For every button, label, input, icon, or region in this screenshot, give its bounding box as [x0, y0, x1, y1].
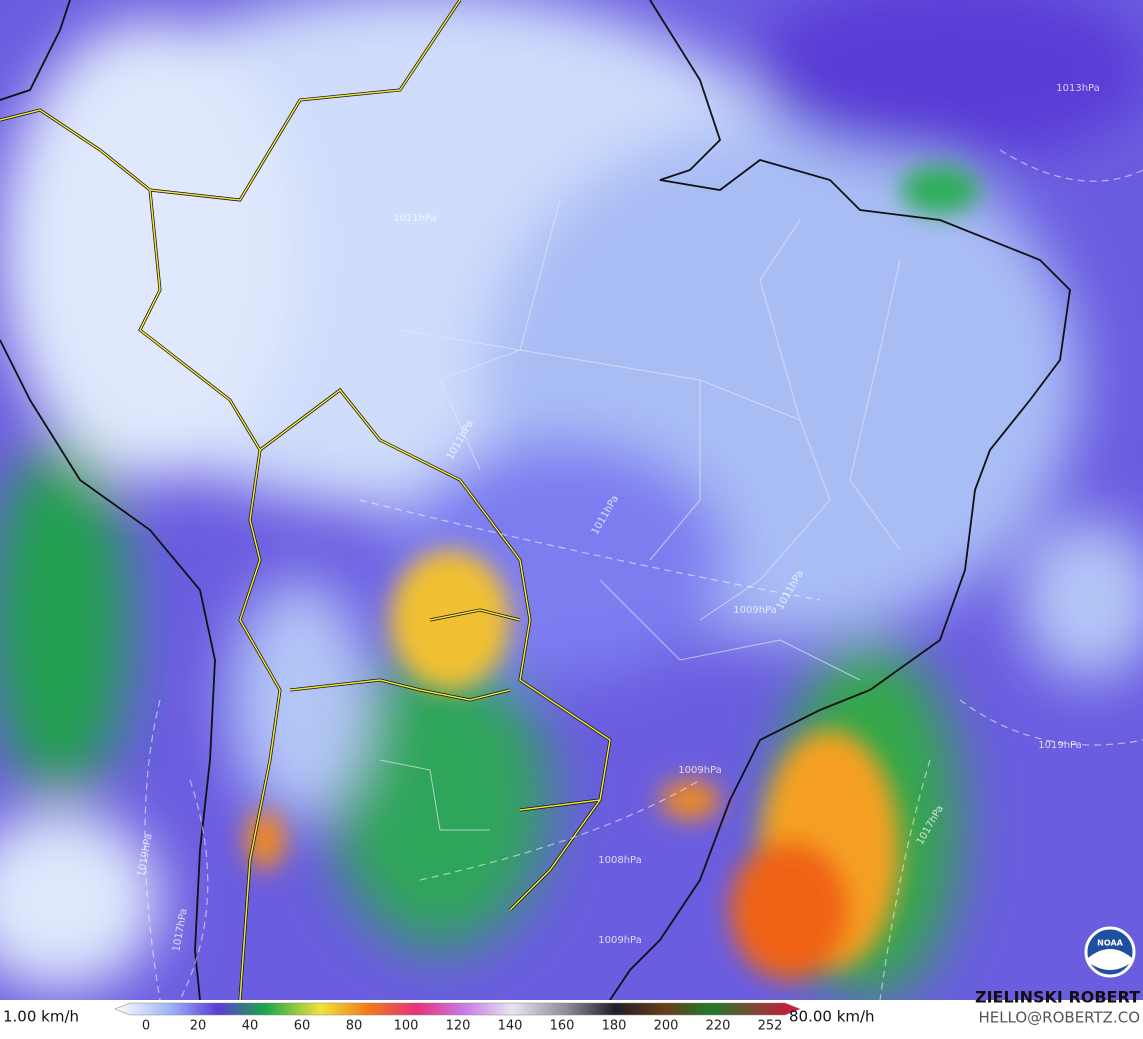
isobar-label: 1009hPa: [598, 935, 642, 946]
tick-label: 160: [550, 1019, 575, 1034]
isobar-label: 1008hPa: [598, 855, 642, 866]
state-borders: [379, 199, 901, 831]
tick-label: 0: [142, 1019, 150, 1034]
isobar-lines: [144, 149, 1143, 1000]
tick-label: 80: [346, 1019, 363, 1034]
noaa-logo: NOAA: [1084, 926, 1136, 978]
tick-label: 140: [498, 1019, 523, 1034]
isobar-label: 1009hPa: [733, 605, 777, 616]
max-label: 80.00 km/h: [789, 1008, 875, 1026]
tick-label: 120: [446, 1019, 471, 1034]
author: ZIELINSKI ROBERT: [975, 988, 1140, 1007]
wind-field: 1013hPa1011hPa1011hPa1011hPa1011hPa1009h…: [0, 0, 1143, 1000]
tick-label: 100: [394, 1019, 419, 1034]
tick-label: 20: [190, 1019, 207, 1034]
tick-label: 180: [602, 1019, 627, 1034]
isobar-label: 1009hPa: [678, 765, 722, 776]
country-borders: [0, 0, 611, 1000]
isobar-label: 1011hPa: [393, 213, 437, 224]
coastline: [0, 0, 1071, 1000]
tick-label: 200: [654, 1019, 679, 1034]
isobar-label: 1013hPa: [1056, 83, 1100, 94]
logo-text: NOAA: [1097, 939, 1123, 948]
min-label: 1.00 km/h: [3, 1008, 79, 1026]
tick-label: 220: [706, 1019, 731, 1034]
tick-label: 40: [242, 1019, 259, 1034]
tick-label: 60: [294, 1019, 311, 1034]
tick-label: 252: [758, 1019, 783, 1034]
color-bar: [114, 1002, 801, 1016]
color-bar-ticks: 0 20 40 60 80 100 120 140 160 180 200 220 252: [142, 1019, 783, 1034]
contact: HELLO@ROBERTZ.CO: [978, 1009, 1140, 1027]
isobar-label: 1019hPa: [1038, 740, 1082, 751]
